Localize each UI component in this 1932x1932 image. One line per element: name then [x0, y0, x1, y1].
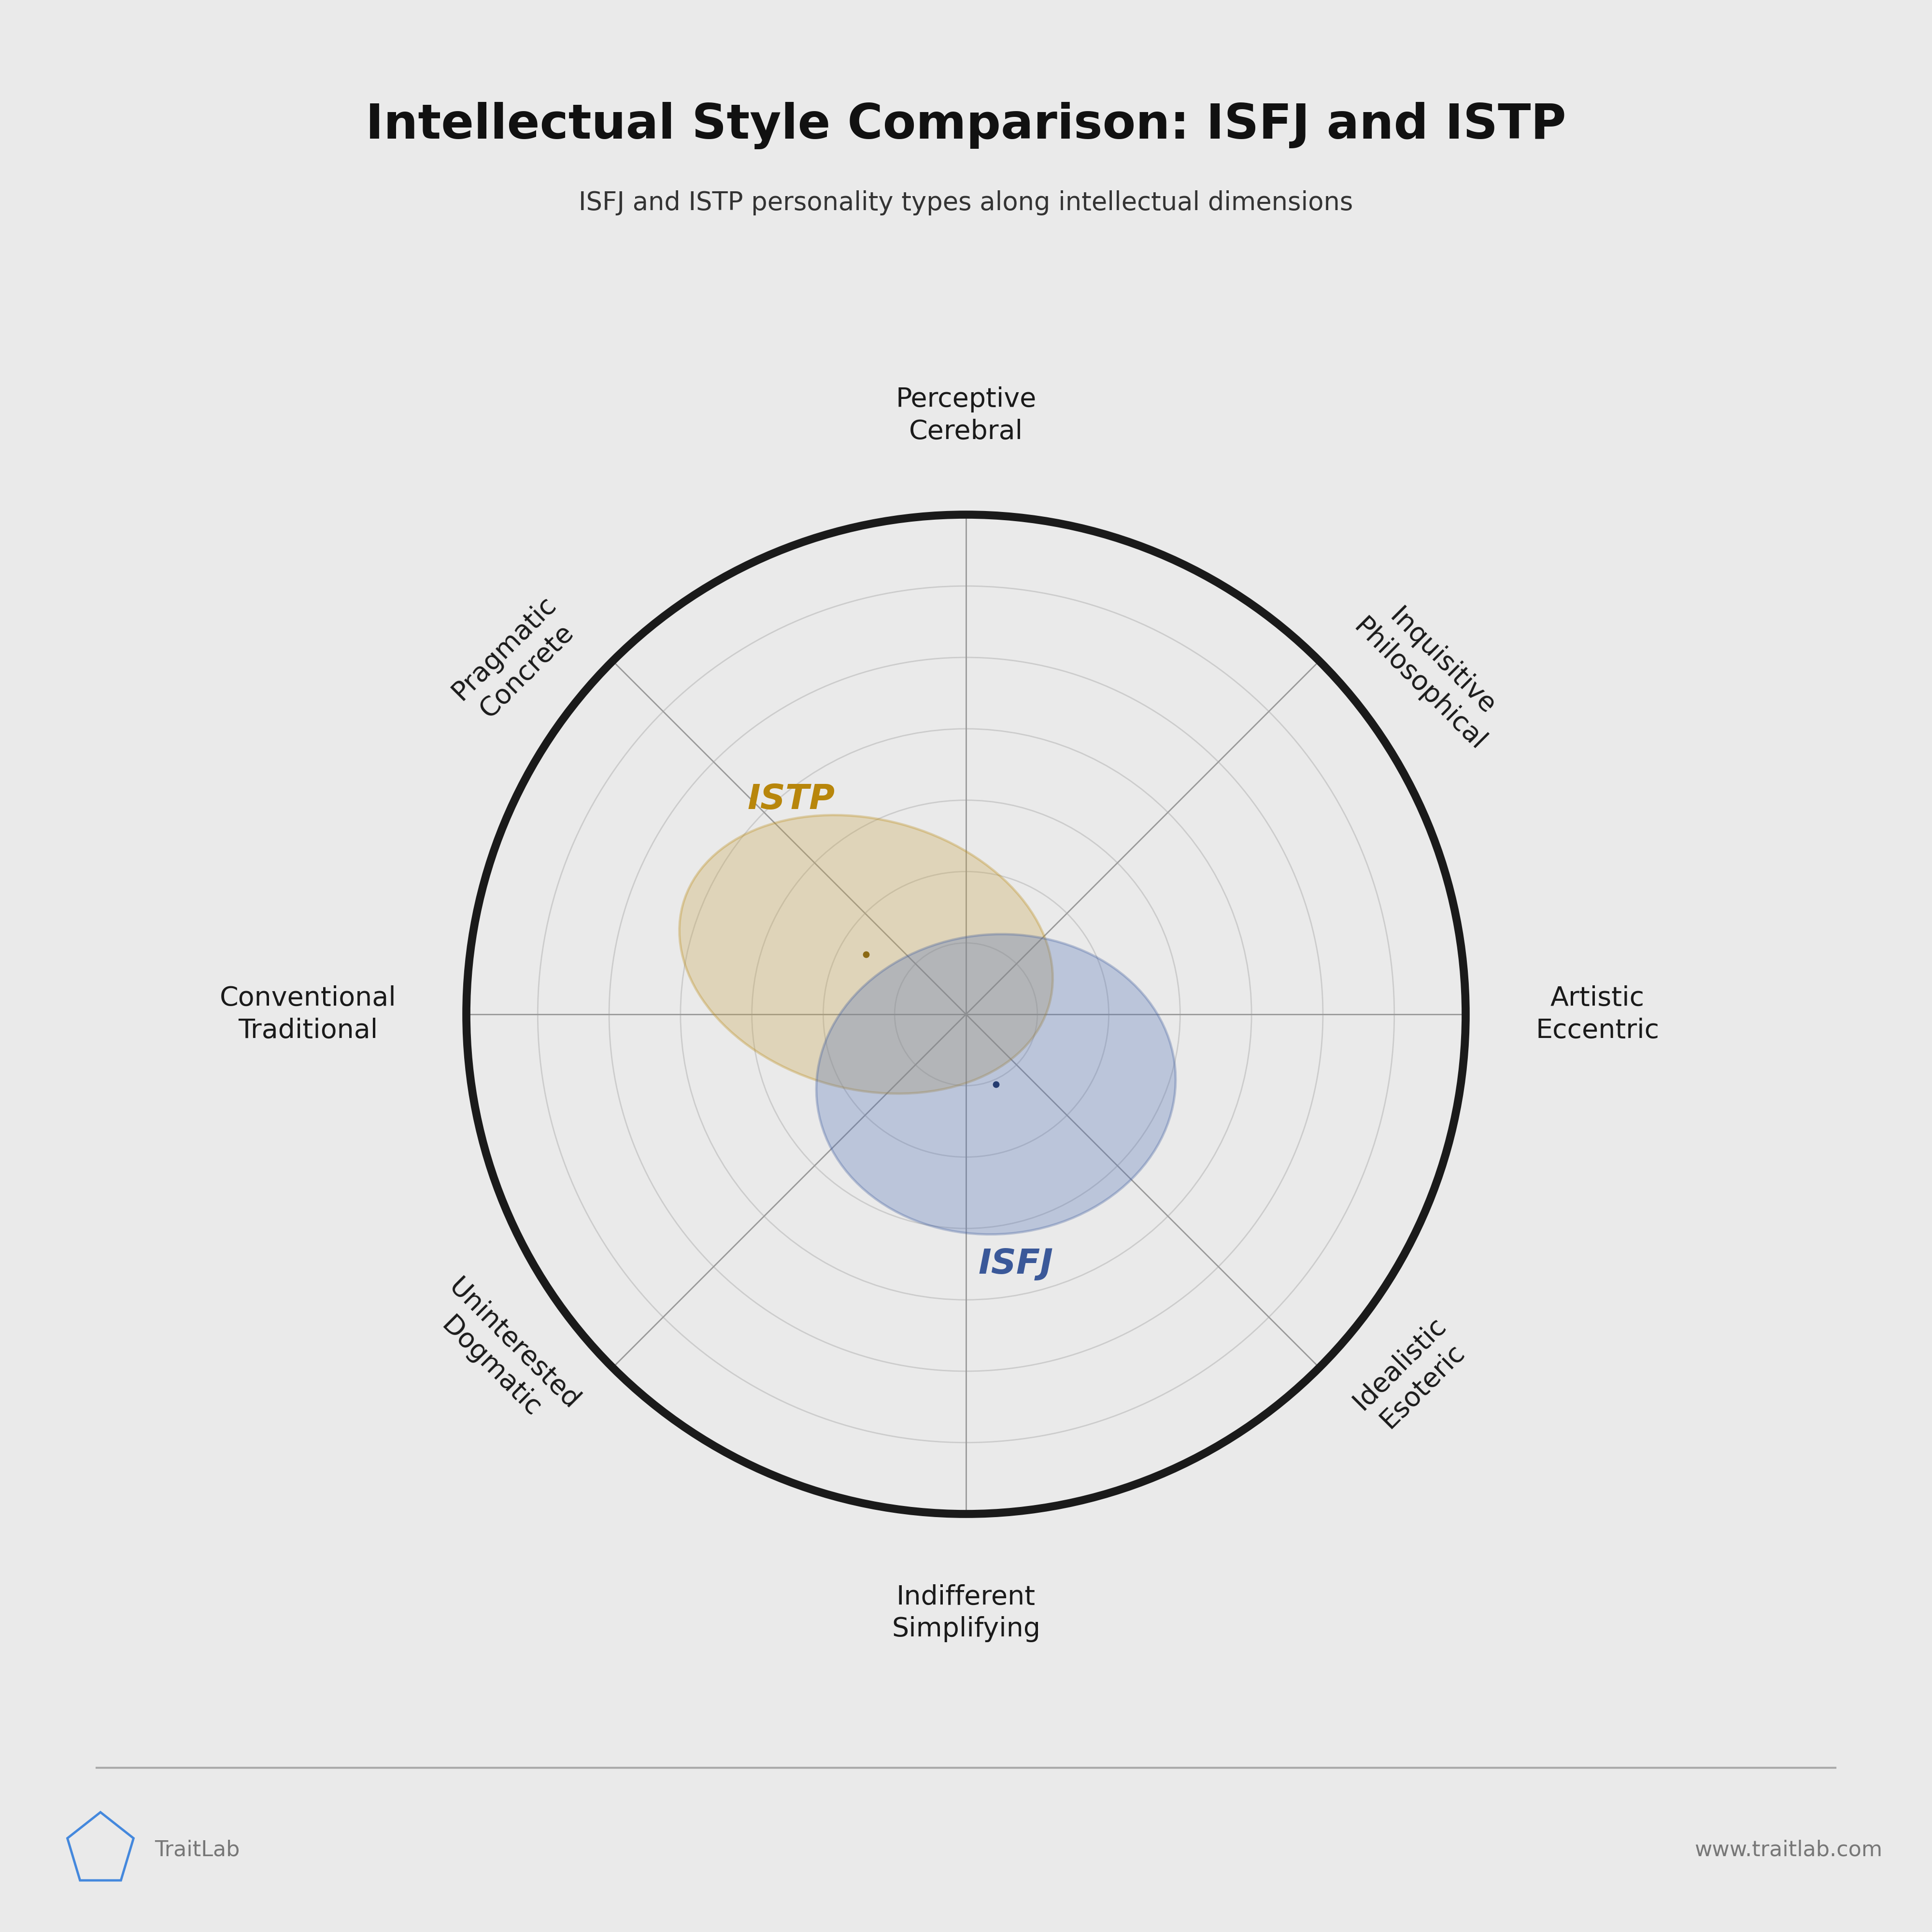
Text: Conventional
Traditional: Conventional Traditional: [220, 985, 396, 1043]
Text: Intellectual Style Comparison: ISFJ and ISTP: Intellectual Style Comparison: ISFJ and …: [365, 102, 1567, 149]
Text: Pragmatic
Concrete: Pragmatic Concrete: [446, 591, 583, 728]
Point: [981, 1068, 1012, 1099]
Text: www.traitlab.com: www.traitlab.com: [1694, 1839, 1882, 1861]
Point: [850, 939, 881, 970]
Text: Artistic
Eccentric: Artistic Eccentric: [1536, 985, 1660, 1043]
Text: Inquisitive
Philosophical: Inquisitive Philosophical: [1349, 591, 1513, 755]
Text: Uninterested
Dogmatic: Uninterested Dogmatic: [421, 1273, 583, 1437]
Text: Perceptive
Cerebral: Perceptive Cerebral: [896, 386, 1036, 444]
Ellipse shape: [680, 815, 1053, 1094]
Ellipse shape: [817, 933, 1177, 1235]
Text: ISFJ: ISFJ: [978, 1248, 1053, 1281]
Text: TraitLab: TraitLab: [155, 1839, 240, 1861]
Text: ISTP: ISTP: [748, 782, 835, 815]
Text: Indifferent
Simplifying: Indifferent Simplifying: [893, 1584, 1039, 1642]
Text: Idealistic
Esoteric: Idealistic Esoteric: [1349, 1312, 1474, 1437]
Text: ISFJ and ISTP personality types along intellectual dimensions: ISFJ and ISTP personality types along in…: [580, 191, 1352, 214]
